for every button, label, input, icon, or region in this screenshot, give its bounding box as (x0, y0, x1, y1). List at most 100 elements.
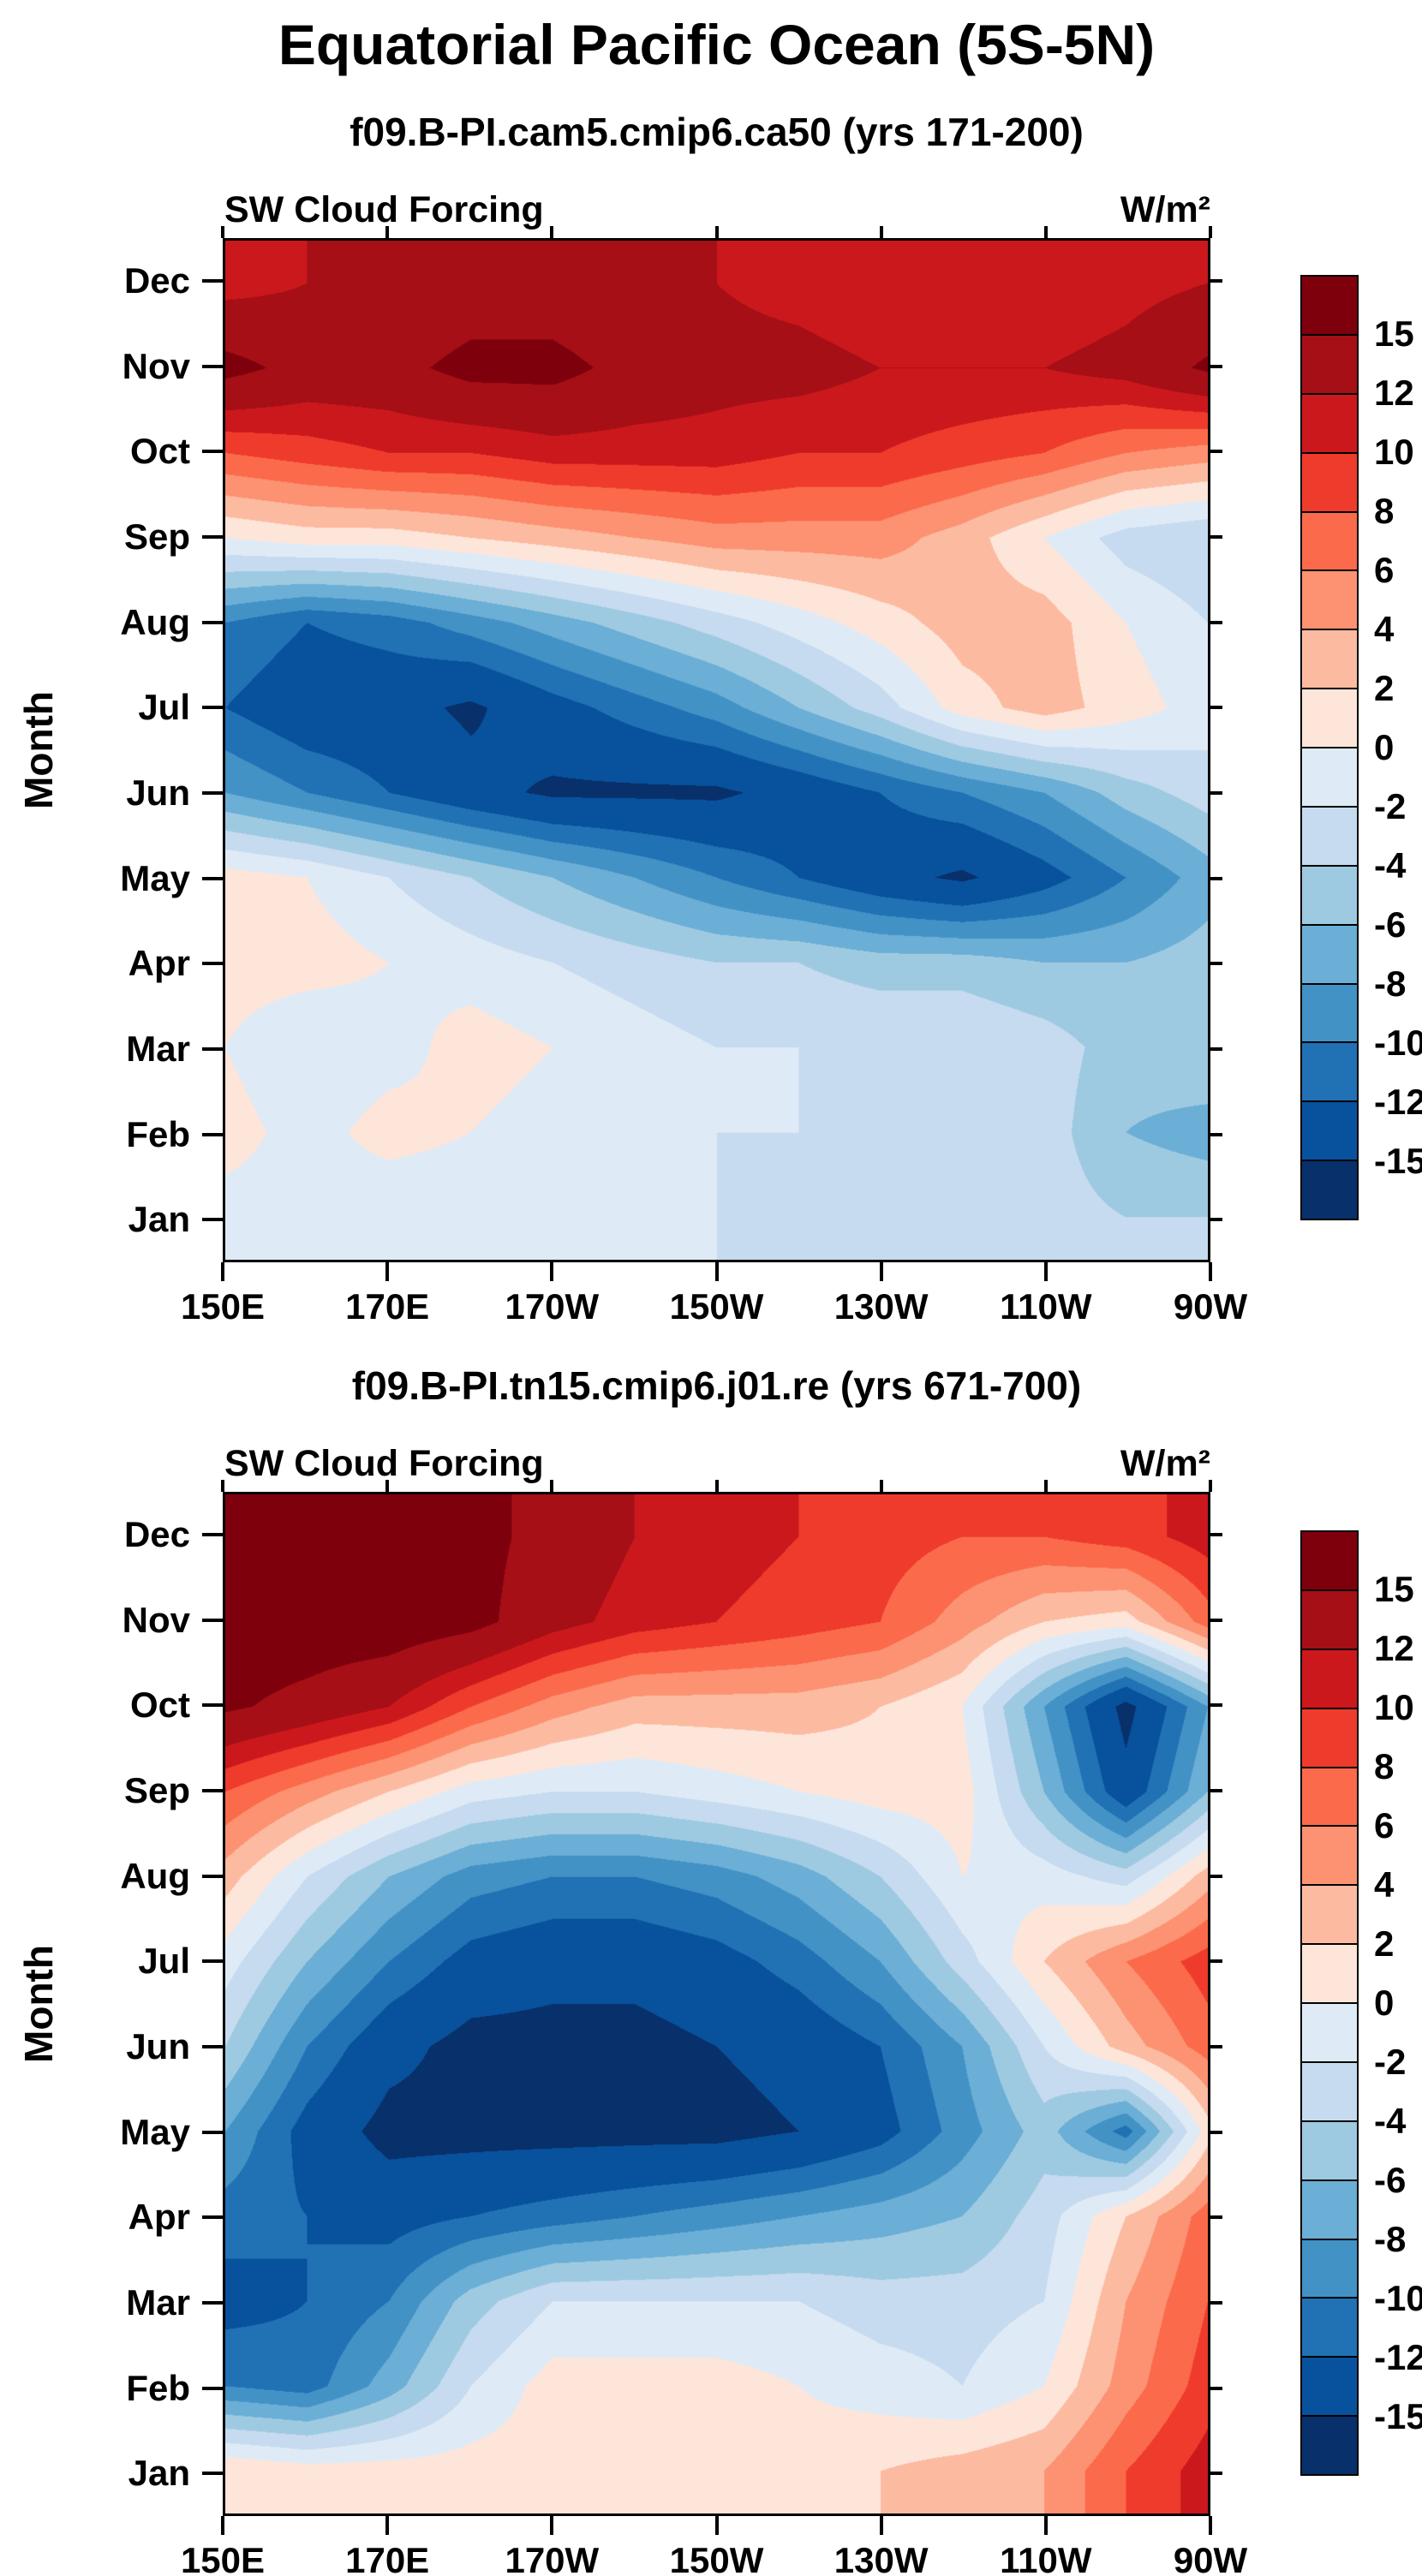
x-axis-tick-top (714, 1480, 719, 1492)
colorbar-segment (1302, 2002, 1357, 2061)
colorbar-segment (1302, 1589, 1357, 1649)
y-axis-tick (202, 2472, 223, 2476)
colorbar-segment (1302, 629, 1357, 689)
x-axis-tick-label: 150E (180, 1286, 266, 1327)
colorbar-tick-label: -15 (1374, 2396, 1422, 2436)
y-axis-tick-right (1210, 1532, 1222, 1536)
colorbar-segment (1302, 1943, 1357, 2002)
colorbar-tick-label: -4 (1374, 2101, 1407, 2141)
x-axis-tick-top (221, 1480, 224, 1492)
y-axis-tick-right (1210, 2472, 1222, 2476)
colorbar-tick-label: 6 (1374, 550, 1395, 590)
x-axis-tick (385, 2516, 390, 2535)
x-axis-tick (385, 1262, 390, 1281)
y-axis-tick-label: Sep (123, 516, 190, 557)
x-axis-tick-top (714, 226, 719, 238)
panel-1-title: f09.B-PI.cam5.cmip6.ca50 (yrs 171-200) (350, 110, 1084, 154)
colorbar-tick-label: 10 (1374, 432, 1414, 472)
x-axis-tick (879, 2516, 883, 2535)
y-axis-tick-label: Jan (128, 2453, 190, 2494)
panel-2-title: f09.B-PI.tn15.cmip6.j01.re (yrs 671-700) (351, 1363, 1082, 1408)
panel-2-contour-canvas (225, 1494, 1208, 2513)
colorbar-segment (1302, 1100, 1357, 1160)
panel-1-units-label: W/m² (1120, 189, 1210, 230)
x-axis-tick-top (385, 226, 390, 238)
y-axis-tick-label: Apr (128, 943, 190, 984)
x-axis-tick (1043, 2516, 1048, 2535)
y-axis-tick-right (1210, 2130, 1222, 2134)
y-axis-tick-right (1210, 962, 1222, 966)
x-axis-tick-top (1043, 1480, 1048, 1492)
colorbar-tick-label: 15 (1374, 1569, 1414, 1609)
y-axis-tick-label: Jun (126, 2025, 190, 2066)
y-axis-tick-label: Jun (126, 772, 190, 813)
colorbar-segment (1302, 277, 1357, 334)
y-axis-tick (202, 1132, 223, 1136)
x-axis-tick (1043, 1262, 1048, 1281)
x-axis-tick (714, 1262, 719, 1281)
colorbar-tick-label: 4 (1374, 609, 1395, 649)
y-axis-tick (202, 790, 223, 795)
y-axis-tick-right (1210, 1218, 1222, 1222)
y-axis-tick-label: Sep (123, 1769, 190, 1810)
y-axis-tick (202, 2215, 223, 2220)
colorbar-tick-label: -2 (1374, 2042, 1407, 2082)
colorbar-tick-label: 12 (1374, 1628, 1414, 1668)
y-axis-tick (202, 450, 223, 454)
colorbar-tick-label: 10 (1374, 1687, 1414, 1727)
colorbar-segment (1302, 1532, 1357, 1589)
panel-2-units-label: W/m² (1120, 1443, 1210, 1484)
y-axis-tick (202, 1532, 223, 1536)
y-axis-tick-right (1210, 1703, 1222, 1708)
colorbar-segment (1302, 333, 1357, 393)
colorbar-segment (1302, 569, 1357, 629)
x-axis-tick-label: 170W (505, 1286, 600, 1327)
y-axis-tick (202, 1046, 223, 1051)
y-axis-tick-right (1210, 1788, 1222, 1792)
x-axis-tick-top (1209, 1480, 1212, 1492)
y-axis-tick (202, 1874, 223, 1878)
colorbar-tick-label: 8 (1374, 1746, 1395, 1786)
x-axis-tick-label: 150W (669, 2540, 764, 2576)
y-axis-tick (202, 278, 223, 283)
x-axis-tick (1209, 2516, 1212, 2535)
colorbar-tick-label: -12 (1374, 2337, 1422, 2377)
x-axis-tick-label: 130W (833, 1286, 929, 1327)
colorbar-tick-label: -12 (1374, 1082, 1422, 1122)
colorbar-tick-label: -2 (1374, 786, 1407, 826)
y-axis-tick (202, 2300, 223, 2305)
colorbar-tick-label: 15 (1374, 313, 1414, 354)
y-axis-tick-label: Oct (129, 431, 190, 472)
x-axis-tick-top (1209, 226, 1212, 238)
colorbar-tick-label: -8 (1374, 2219, 1407, 2259)
y-axis-tick (202, 2130, 223, 2134)
y-axis-tick-right (1210, 364, 1222, 368)
colorbar-tick-label: -8 (1374, 963, 1407, 1004)
y-axis-tick-label: Mar (126, 1028, 190, 1069)
x-axis-tick-label: 130W (833, 2540, 929, 2576)
y-axis-tick-label: Mar (126, 2281, 190, 2323)
y-axis-tick-right (1210, 1874, 1222, 1878)
colorbar-tick-label: 8 (1374, 491, 1395, 531)
colorbar-tick-label: 0 (1374, 1983, 1395, 2023)
y-axis-tick-right (1210, 876, 1222, 880)
y-axis-tick-right (1210, 534, 1222, 539)
colorbar-tick-label: -10 (1374, 1023, 1422, 1063)
colorbar-segment (1302, 1648, 1357, 1708)
x-axis-tick (550, 1262, 554, 1281)
colorbar-segment (1302, 1766, 1357, 1826)
x-axis-tick-label: 90W (1173, 2540, 1248, 2576)
y-axis-tick-label: Nov (122, 1599, 190, 1640)
colorbar-tick-label: -10 (1374, 2278, 1422, 2318)
y-axis-tick-label: Feb (126, 1113, 190, 1154)
colorbar-segment (1302, 1707, 1357, 1767)
colorbar-tick-label: 0 (1374, 727, 1395, 767)
x-axis-tick-top (221, 226, 224, 238)
x-axis-tick-label: 170W (505, 2540, 600, 2576)
y-axis-tick-right (1210, 2215, 1222, 2220)
colorbar-segment (1302, 923, 1357, 983)
y-axis-tick-right (1210, 2044, 1222, 2048)
x-axis-tick (879, 1262, 883, 1281)
x-axis-tick-label: 170E (345, 2540, 430, 2576)
x-axis-tick-label: 170E (345, 1286, 430, 1327)
